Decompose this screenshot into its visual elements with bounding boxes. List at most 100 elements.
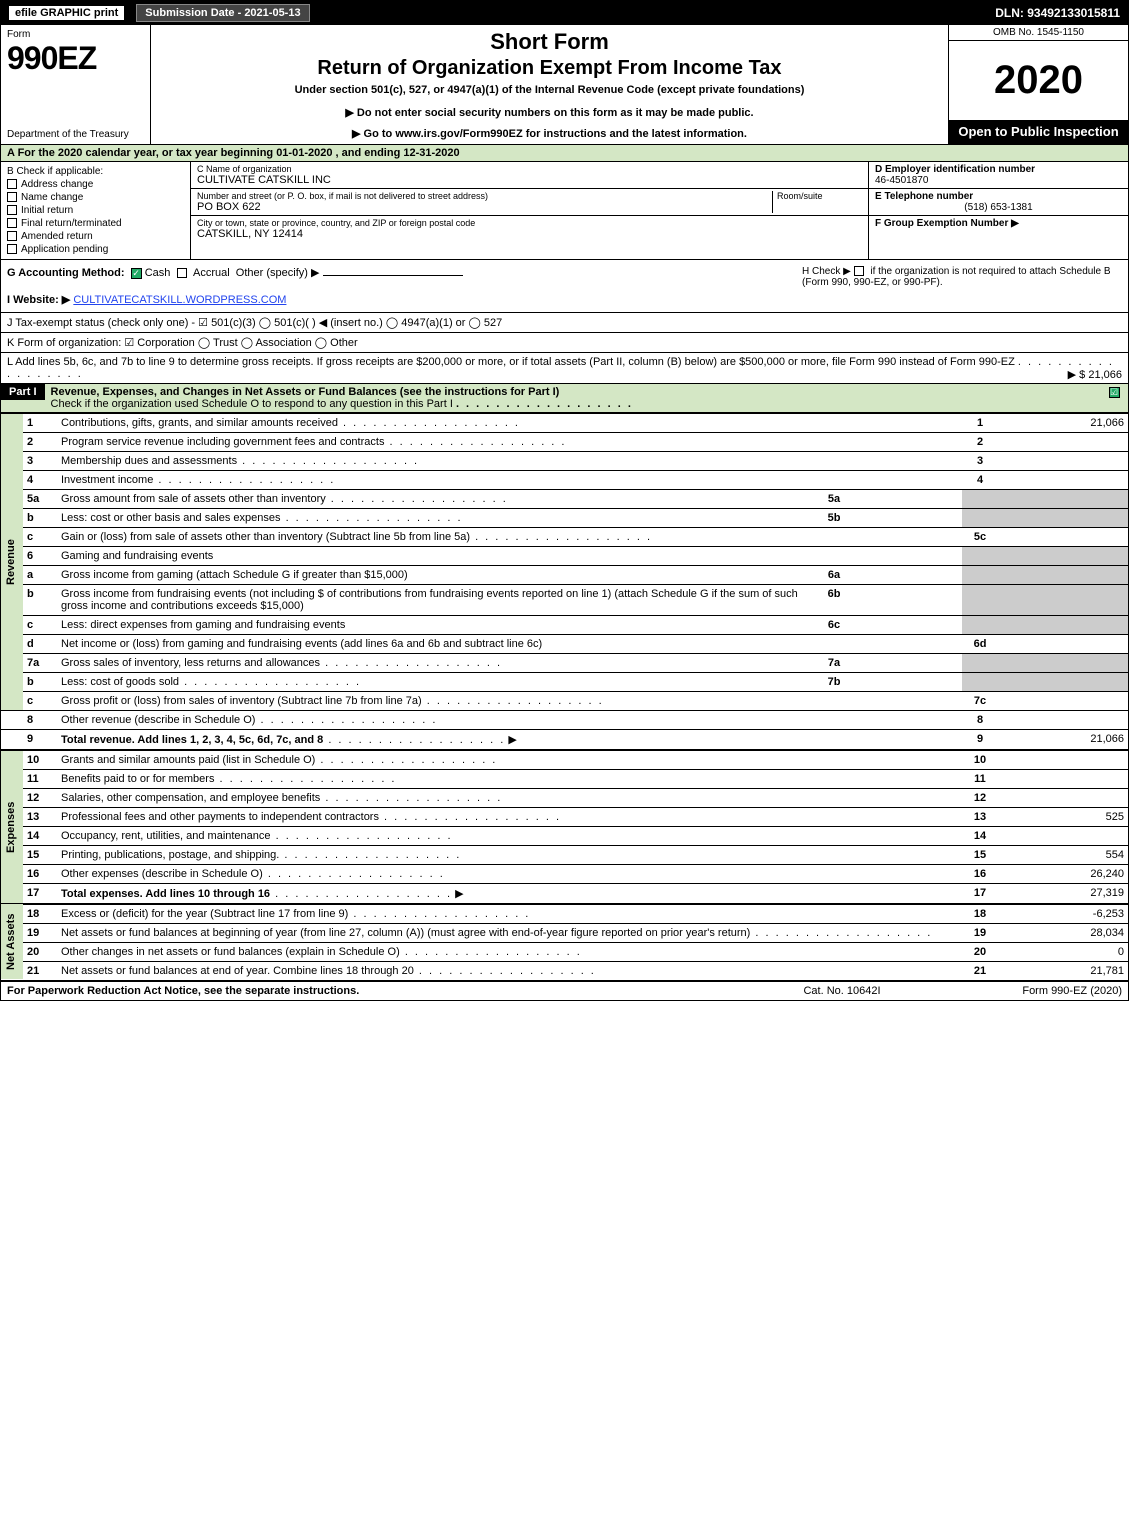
topbar: efile GRAPHIC print Submission Date - 20… bbox=[1, 1, 1128, 25]
part-1-label: Part I bbox=[1, 384, 45, 400]
chk-address-change[interactable] bbox=[7, 179, 17, 189]
ln-13-rn: 13 bbox=[962, 808, 998, 827]
ln-5a-sv bbox=[852, 490, 962, 509]
ln-4-desc: Investment income bbox=[61, 474, 153, 486]
ln-15-val: 554 bbox=[998, 846, 1128, 865]
ln-7c-no: c bbox=[23, 692, 57, 711]
ln-21-desc: Net assets or fund balances at end of ye… bbox=[61, 965, 414, 977]
ln-5c-rn: 5c bbox=[962, 528, 998, 547]
footer-catno: Cat. No. 10642I bbox=[742, 985, 942, 997]
ln-11-val bbox=[998, 770, 1128, 789]
header-right: OMB No. 1545-1150 2020 Open to Public In… bbox=[948, 25, 1128, 144]
chk-name-change[interactable] bbox=[7, 192, 17, 202]
ln-3-desc: Membership dues and assessments bbox=[61, 455, 237, 467]
ln-12-val bbox=[998, 789, 1128, 808]
ln-1-rn: 1 bbox=[962, 414, 998, 433]
ln-6d-rn: 6d bbox=[962, 635, 998, 654]
other-specify-input[interactable] bbox=[323, 275, 463, 276]
ln-7a-desc: Gross sales of inventory, less returns a… bbox=[61, 657, 320, 669]
form-number: 990EZ bbox=[7, 40, 144, 77]
part-1-check-line: Check if the organization used Schedule … bbox=[51, 398, 453, 410]
ln-7a-sv bbox=[852, 654, 962, 673]
lbl-group-exemption: F Group Exemption Number ▶ bbox=[875, 218, 1122, 229]
ln-11-desc: Benefits paid to or for members bbox=[61, 773, 214, 785]
lbl-application-pending: Application pending bbox=[21, 244, 108, 255]
title-return: Return of Organization Exempt From Incom… bbox=[159, 57, 940, 80]
ln-20-val: 0 bbox=[998, 943, 1128, 962]
box-b-label: B Check if applicable: bbox=[7, 166, 184, 177]
ln-5b-no: b bbox=[23, 509, 57, 528]
side-expenses: Expenses bbox=[1, 750, 23, 904]
period-row: A For the 2020 calendar year, or tax yea… bbox=[1, 145, 1128, 162]
ln-10-rn: 10 bbox=[962, 750, 998, 770]
line-l-text: L Add lines 5b, 6c, and 7b to line 9 to … bbox=[7, 356, 1015, 368]
ln-6a-sn: 6a bbox=[816, 566, 852, 585]
chk-amended-return[interactable] bbox=[7, 231, 17, 241]
line-j: J Tax-exempt status (check only one) - ☑… bbox=[1, 313, 1128, 333]
part-1-header: Part I Revenue, Expenses, and Changes in… bbox=[1, 384, 1128, 413]
ln-13-desc: Professional fees and other payments to … bbox=[61, 811, 379, 823]
ln-6a-no: a bbox=[23, 566, 57, 585]
header-left: Form 990EZ Department of the Treasury bbox=[1, 25, 151, 144]
ln-15-rn: 15 bbox=[962, 846, 998, 865]
line-l-amount: ▶ $ 21,066 bbox=[1068, 368, 1122, 381]
ln-6b-no: b bbox=[23, 585, 57, 616]
efile-print-button[interactable]: efile GRAPHIC print bbox=[7, 4, 126, 22]
ln-21-val: 21,781 bbox=[998, 962, 1128, 981]
ln-8-val bbox=[998, 711, 1128, 730]
footer-paperwork: For Paperwork Reduction Act Notice, see … bbox=[7, 985, 742, 997]
ln-2-no: 2 bbox=[23, 433, 57, 452]
ln-5c-desc: Gain or (loss) from sale of assets other… bbox=[61, 531, 470, 543]
chk-schedule-b[interactable] bbox=[854, 266, 864, 276]
ln-5a-shade2 bbox=[998, 490, 1128, 509]
chk-application-pending[interactable] bbox=[7, 244, 17, 254]
chk-accrual[interactable] bbox=[177, 268, 187, 278]
website-link[interactable]: CULTIVATECATSKILL.WORDPRESS.COM bbox=[73, 294, 286, 306]
ln-5c-no: c bbox=[23, 528, 57, 547]
ln-10-no: 10 bbox=[23, 750, 57, 770]
ln-12-no: 12 bbox=[23, 789, 57, 808]
box-def: D Employer identification number 46-4501… bbox=[868, 162, 1128, 259]
chk-initial-return[interactable] bbox=[7, 205, 17, 215]
ln-18-rn: 18 bbox=[962, 904, 998, 924]
dln-label: DLN: 93492133015811 bbox=[995, 6, 1128, 20]
ln-6c-no: c bbox=[23, 616, 57, 635]
ln-15-no: 15 bbox=[23, 846, 57, 865]
ln-4-val bbox=[998, 471, 1128, 490]
ln-5a-no: 5a bbox=[23, 490, 57, 509]
ln-14-desc: Occupancy, rent, utilities, and maintena… bbox=[61, 830, 271, 842]
ln-5a-sn: 5a bbox=[816, 490, 852, 509]
chk-cash[interactable]: ✓ bbox=[131, 268, 142, 279]
ln-9-desc: Total revenue. Add lines 1, 2, 3, 4, 5c,… bbox=[61, 734, 323, 746]
lbl-cash: Cash bbox=[145, 267, 171, 279]
ln-5b-desc: Less: cost or other basis and sales expe… bbox=[61, 512, 281, 524]
side-net-assets: Net Assets bbox=[1, 904, 23, 980]
phone-value: (518) 653-1381 bbox=[875, 202, 1122, 213]
ln-6d-no: d bbox=[23, 635, 57, 654]
ln-7c-val bbox=[998, 692, 1128, 711]
chk-schedule-o[interactable]: ☑ bbox=[1109, 387, 1120, 398]
ln-16-no: 16 bbox=[23, 865, 57, 884]
tax-year: 2020 bbox=[949, 41, 1128, 120]
ln-14-rn: 14 bbox=[962, 827, 998, 846]
lbl-ein: D Employer identification number bbox=[875, 164, 1122, 175]
ln-17-desc: Total expenses. Add lines 10 through 16 bbox=[61, 888, 270, 900]
omb-number: OMB No. 1545-1150 bbox=[949, 25, 1128, 41]
ln-19-val: 28,034 bbox=[998, 924, 1128, 943]
lbl-address-change: Address change bbox=[21, 179, 93, 190]
ln-7b-no: b bbox=[23, 673, 57, 692]
subtitle-ssn: ▶ Do not enter social security numbers o… bbox=[159, 106, 940, 119]
ln-20-no: 20 bbox=[23, 943, 57, 962]
ln-20-desc: Other changes in net assets or fund bala… bbox=[61, 946, 400, 958]
open-public-inspection: Open to Public Inspection bbox=[949, 120, 1128, 144]
ln-10-val bbox=[998, 750, 1128, 770]
ln-13-no: 13 bbox=[23, 808, 57, 827]
ln-8-rn: 8 bbox=[962, 711, 998, 730]
ln-6a-sv bbox=[852, 566, 962, 585]
info-grid: B Check if applicable: Address change Na… bbox=[1, 162, 1128, 260]
ln-14-val bbox=[998, 827, 1128, 846]
lbl-other-specify: Other (specify) ▶ bbox=[236, 267, 320, 279]
ln-18-val: -6,253 bbox=[998, 904, 1128, 924]
ln-7a-sn: 7a bbox=[816, 654, 852, 673]
chk-final-return[interactable] bbox=[7, 218, 17, 228]
